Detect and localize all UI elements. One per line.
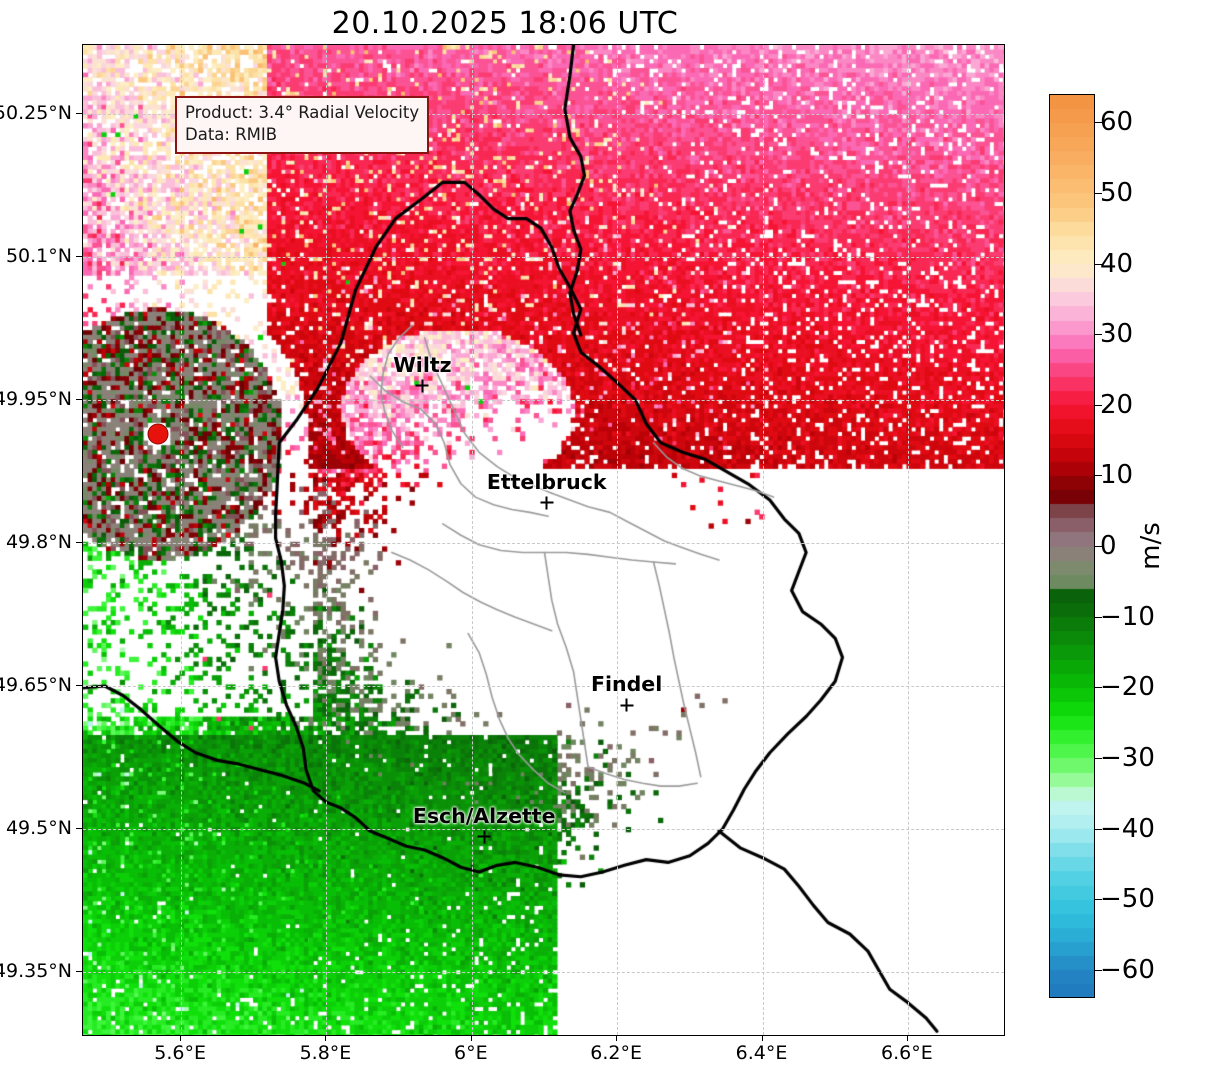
colorbar-tick-mark xyxy=(1095,969,1102,971)
y-tick-label: 49.35°N xyxy=(0,960,72,983)
y-tick-mark xyxy=(76,684,82,686)
x-tick-mark xyxy=(180,1036,182,1041)
y-tick-mark xyxy=(76,541,82,543)
colorbar-tick-mark xyxy=(1095,828,1102,830)
y-tick-mark xyxy=(76,255,82,257)
x-tick-label: 6.4°E xyxy=(735,1042,788,1064)
city-label-ettelbruck: Ettelbruck xyxy=(486,469,607,494)
city-label-findel: Findel xyxy=(591,672,663,697)
radar-site-marker xyxy=(147,423,169,445)
colorbar-tick-label: 20 xyxy=(1100,389,1134,420)
data-source-label: Data: RMIB xyxy=(185,125,278,145)
colorbar-tick-mark xyxy=(1095,192,1102,194)
colorbar-tick-label: −60 xyxy=(1100,954,1155,985)
y-tick-label: 49.8°N xyxy=(5,530,72,553)
x-tick-mark xyxy=(906,1036,908,1041)
city-marker-esch-alzette xyxy=(477,830,491,844)
colorbar-tick-label: −10 xyxy=(1100,601,1155,632)
colorbar-tick-mark xyxy=(1095,122,1102,124)
product-info-box: Product: 3.4° Radial Velocity Data: RMIB xyxy=(175,96,430,154)
colorbar-gradient xyxy=(1050,95,1094,997)
colorbar xyxy=(1049,94,1095,998)
y-tick-label: 49.65°N xyxy=(0,673,72,696)
colorbar-tick-label: −50 xyxy=(1100,884,1155,915)
y-tick-mark xyxy=(76,112,82,114)
colorbar-tick-mark xyxy=(1095,687,1102,689)
y-tick-label: 49.95°N xyxy=(0,387,72,410)
y-tick-mark xyxy=(76,828,82,830)
x-tick-label: 6.2°E xyxy=(590,1042,643,1064)
colorbar-tick-label: 30 xyxy=(1100,319,1134,350)
x-tick-mark xyxy=(470,1036,472,1041)
product-label: Product: 3.4° Radial Velocity xyxy=(185,103,420,122)
y-tick-mark xyxy=(76,971,82,973)
x-tick-label: 5.6°E xyxy=(154,1042,206,1064)
colorbar-tick-label: 0 xyxy=(1100,531,1117,561)
city-marker-ettelbruck xyxy=(540,496,554,510)
x-tick-label: 6.6°E xyxy=(881,1042,933,1064)
city-label-wiltz: Wiltz xyxy=(393,352,452,377)
colorbar-tick-mark xyxy=(1095,616,1102,618)
colorbar-tick-label: −20 xyxy=(1100,672,1155,703)
page-title: 20.10.2025 18:06 UTC xyxy=(331,6,679,41)
colorbar-tick-mark xyxy=(1095,899,1102,901)
colorbar-tick-mark xyxy=(1095,757,1102,759)
x-tick-label: 5.8°E xyxy=(299,1042,352,1064)
y-tick-label: 50.25°N xyxy=(0,101,72,124)
colorbar-tick-label: −30 xyxy=(1100,742,1155,773)
colorbar-tick-label: 10 xyxy=(1100,460,1134,491)
colorbar-tick-mark xyxy=(1095,475,1102,477)
colorbar-tick-label: 40 xyxy=(1100,248,1134,279)
colorbar-tick-label: 50 xyxy=(1100,177,1134,208)
colorbar-tick-mark xyxy=(1095,263,1102,265)
city-label-esch-alzette: Esch/Alzette xyxy=(412,803,556,828)
city-marker-findel xyxy=(620,698,634,712)
city-marker-wiltz xyxy=(415,379,429,393)
x-tick-mark xyxy=(325,1036,327,1041)
x-tick-mark xyxy=(761,1036,763,1041)
map-borders-overlay xyxy=(83,45,1004,1035)
radar-plot-area: Product: 3.4° Radial Velocity Data: RMIB… xyxy=(82,44,1005,1036)
colorbar-tick-mark xyxy=(1095,334,1102,336)
x-tick-label: 6°E xyxy=(454,1042,488,1064)
x-tick-mark xyxy=(616,1036,618,1041)
radar-image xyxy=(83,45,1004,1035)
y-tick-label: 49.5°N xyxy=(5,817,72,840)
y-tick-mark xyxy=(76,398,82,400)
colorbar-label: m/s xyxy=(1136,522,1166,570)
colorbar-tick-label: 60 xyxy=(1100,107,1134,138)
colorbar-tick-mark xyxy=(1095,546,1102,547)
colorbar-tick-label: −40 xyxy=(1100,813,1155,844)
y-tick-label: 50.1°N xyxy=(5,244,72,267)
colorbar-tick-mark xyxy=(1095,404,1102,406)
